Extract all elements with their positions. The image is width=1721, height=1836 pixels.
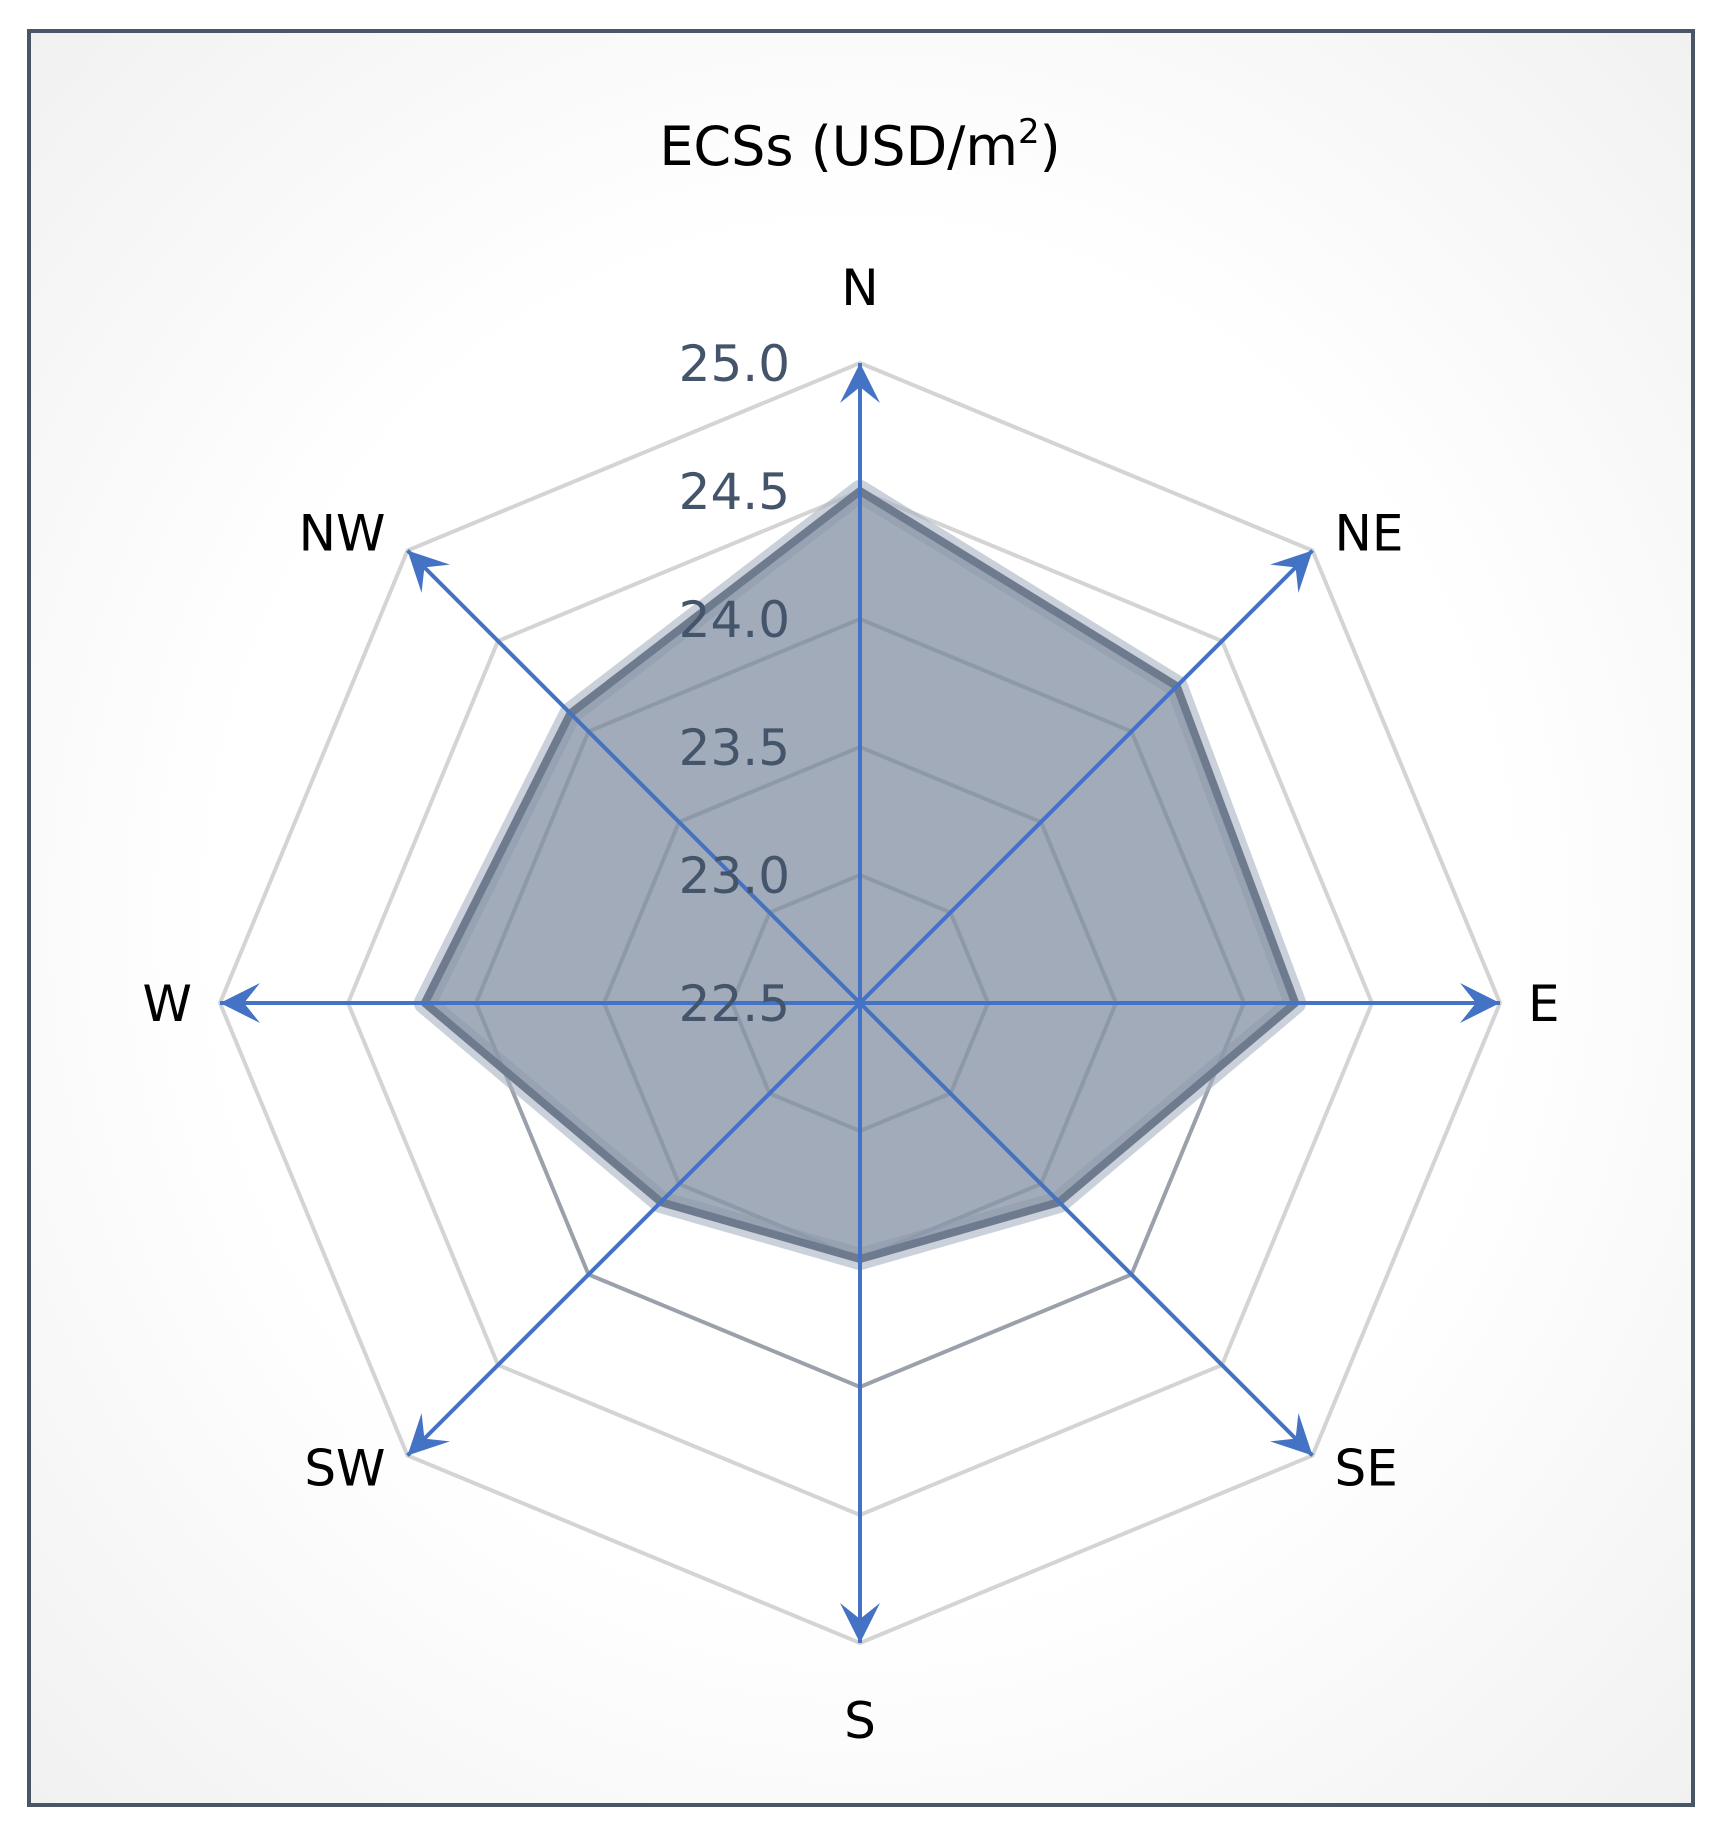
arrow-nw (406, 549, 862, 1005)
compass-arrows (220, 363, 1500, 1643)
direction-label-nw: NW (299, 505, 386, 563)
direction-labels: N NE E SE S SW W NW (143, 259, 1560, 1750)
tick-label: 23.5 (679, 719, 790, 777)
arrowhead-nw (407, 550, 450, 593)
arrow-sw (406, 1001, 862, 1457)
arrowhead-e (1460, 983, 1500, 1023)
arrowhead-w (220, 983, 260, 1023)
tick-label: 22.5 (679, 975, 790, 1033)
chart-title: ECSs (USD/m2) (659, 112, 1060, 178)
direction-label-n: N (841, 259, 878, 317)
direction-label-w: W (143, 975, 192, 1033)
tick-label: 24.5 (679, 463, 790, 521)
arrowhead-se (1270, 1413, 1313, 1456)
arrow-ne (858, 549, 1314, 1005)
tick-label: 24.0 (679, 591, 790, 649)
direction-label-e: E (1528, 975, 1560, 1033)
arrowhead-ne (1270, 550, 1313, 593)
direction-label-s: S (844, 1692, 876, 1750)
direction-label-ne: NE (1335, 505, 1404, 563)
direction-label-se: SE (1335, 1440, 1398, 1498)
arrowhead-n (840, 363, 880, 403)
arrowhead-sw (407, 1413, 450, 1456)
radial-tick-labels: 22.5 23.0 23.5 24.0 24.5 25.0 (679, 335, 790, 1033)
tick-label: 25.0 (679, 335, 790, 393)
arrowhead-s (840, 1603, 880, 1643)
arrow-se (858, 1001, 1314, 1457)
direction-label-sw: SW (304, 1440, 385, 1498)
tick-label: 23.0 (679, 847, 790, 905)
